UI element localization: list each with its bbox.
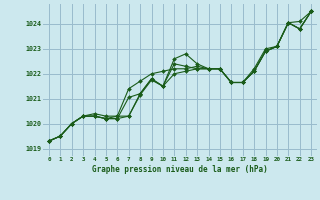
X-axis label: Graphe pression niveau de la mer (hPa): Graphe pression niveau de la mer (hPa) bbox=[92, 165, 268, 174]
